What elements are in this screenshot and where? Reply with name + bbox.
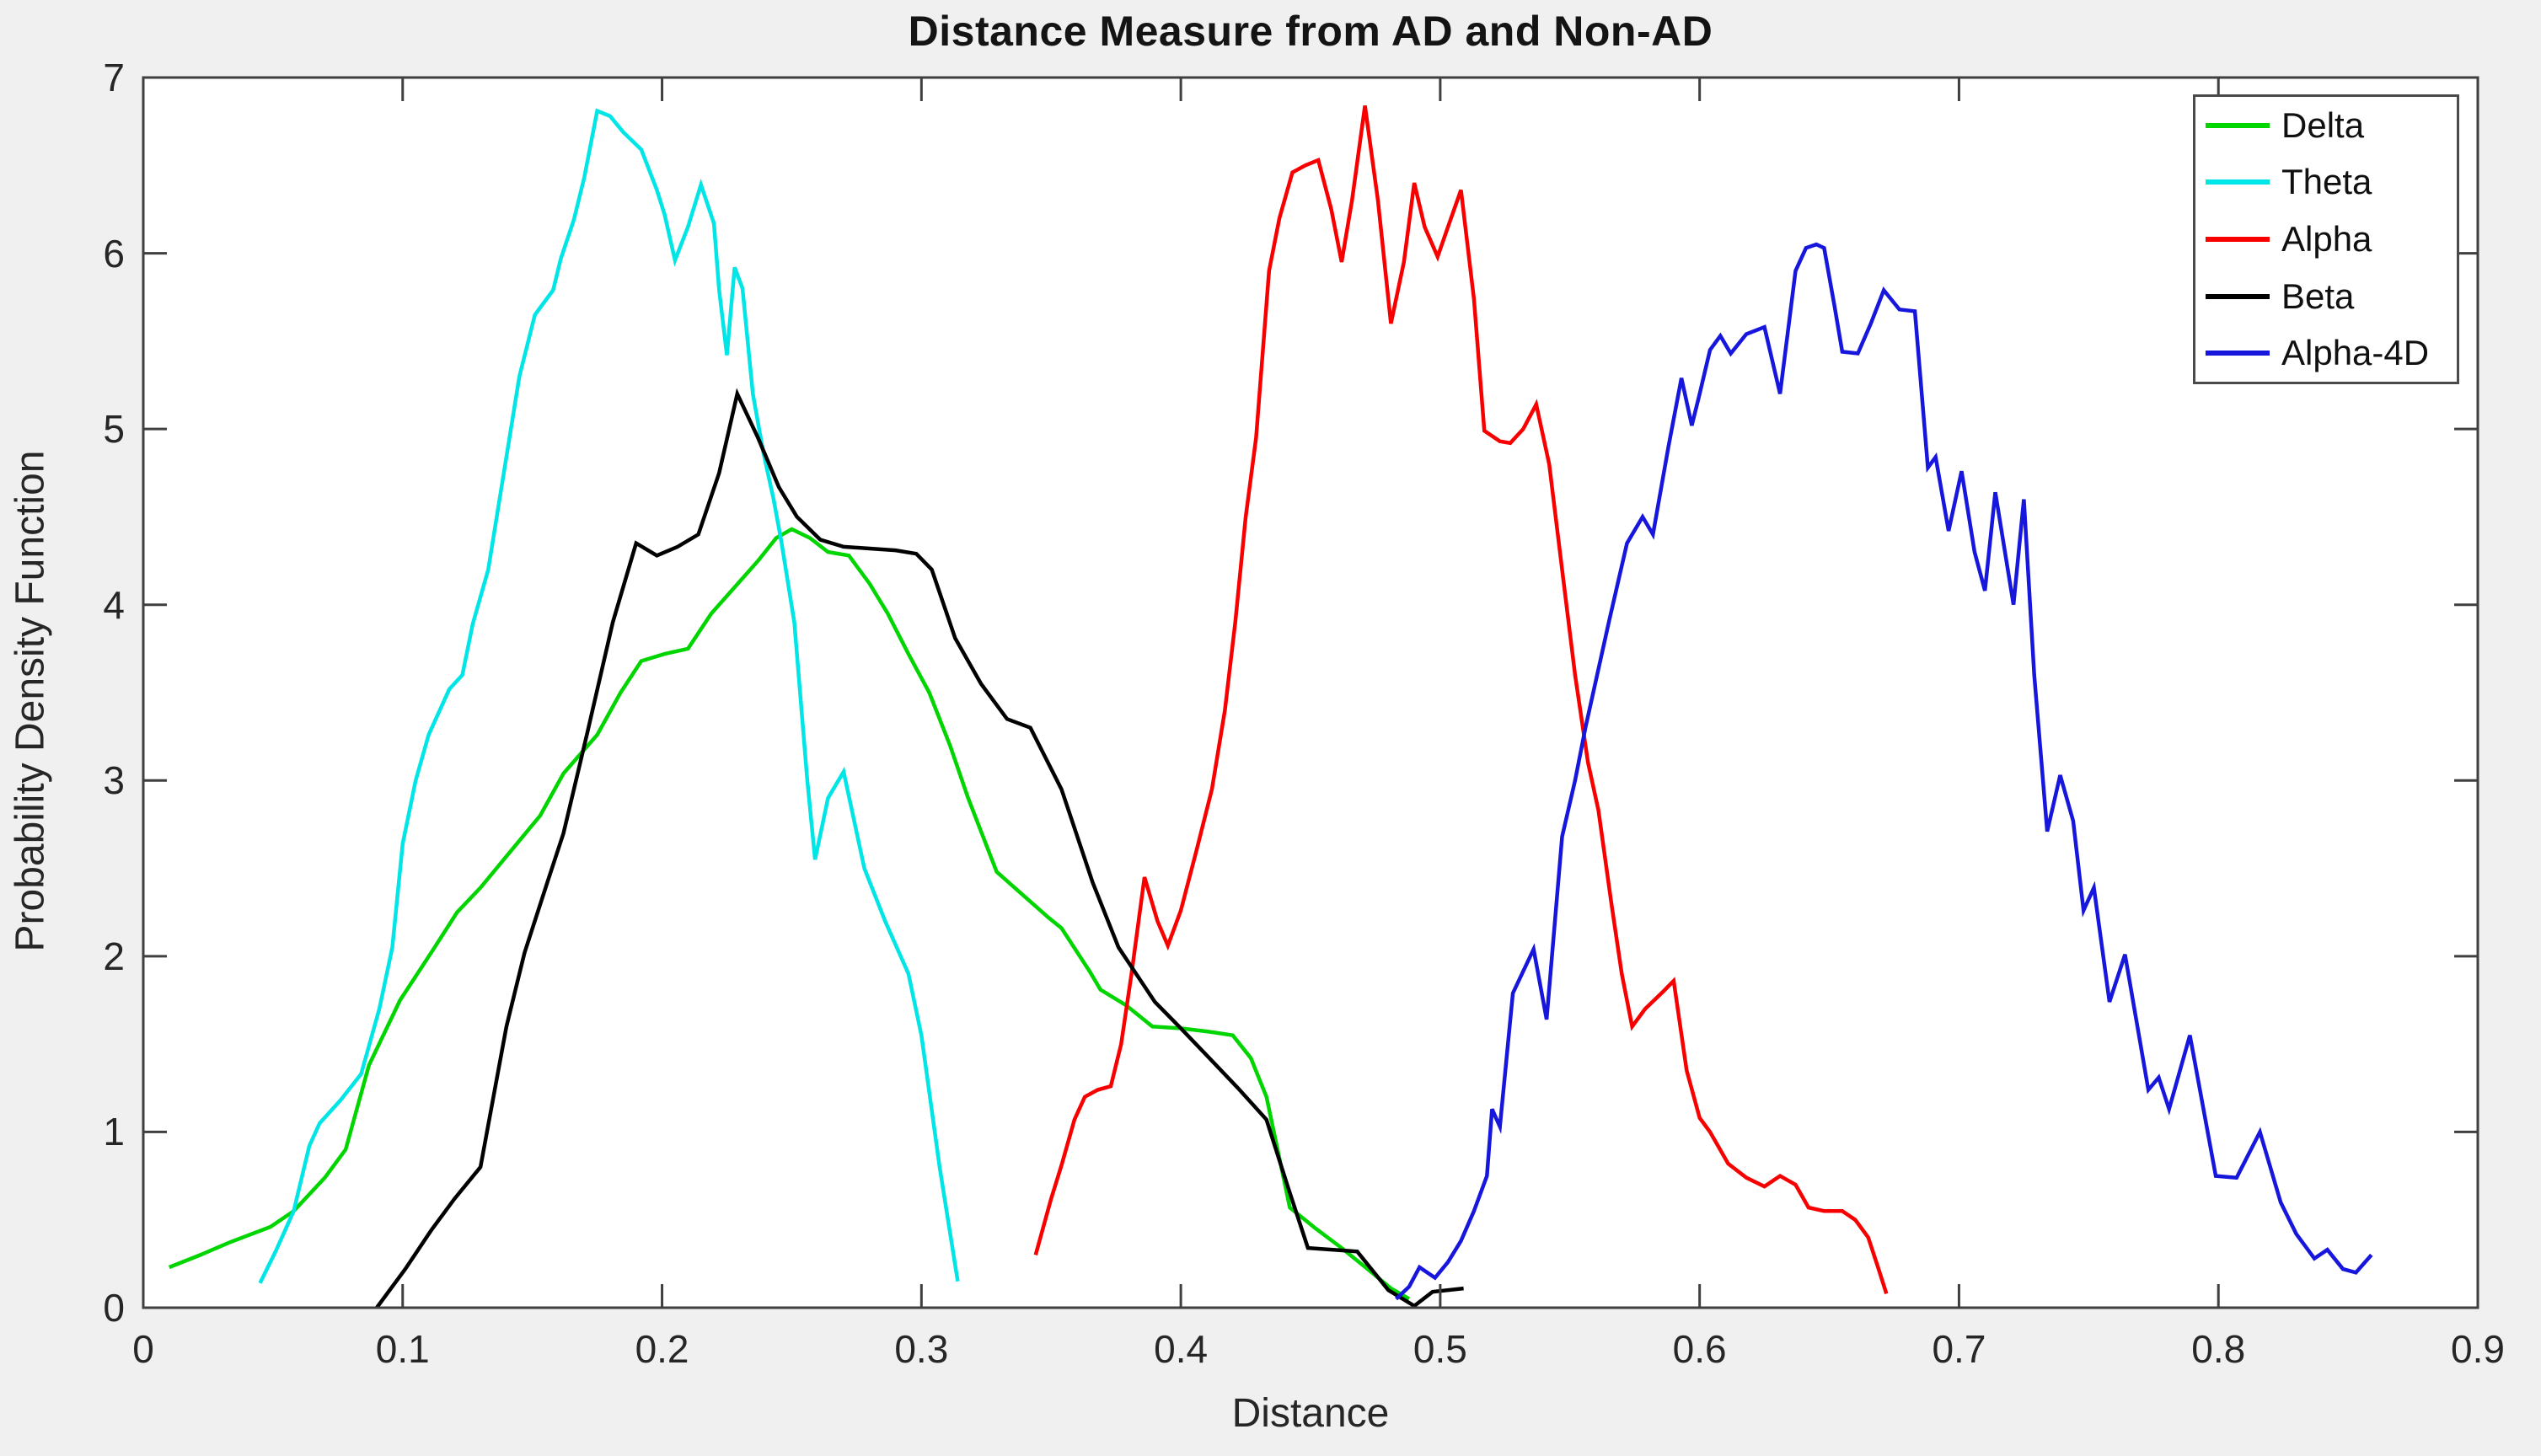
y-tick-label: 1 bbox=[103, 1110, 125, 1154]
legend-label: Alpha bbox=[2281, 218, 2372, 259]
legend-line-swatch bbox=[2206, 293, 2270, 299]
legend-line-swatch bbox=[2206, 351, 2270, 356]
y-tick-label: 2 bbox=[103, 934, 125, 978]
legend-item-beta: Beta bbox=[2195, 276, 2457, 317]
x-tick-label: 0.8 bbox=[2191, 1327, 2246, 1371]
legend-line-swatch bbox=[2206, 122, 2270, 128]
series-line-alpha bbox=[1033, 105, 1889, 1294]
y-tick-label: 3 bbox=[103, 758, 125, 803]
plot-area bbox=[143, 78, 2478, 1308]
x-tick-label: 0.2 bbox=[635, 1327, 689, 1371]
legend-label: Beta bbox=[2281, 276, 2355, 316]
series-line-delta bbox=[168, 527, 1411, 1301]
x-tick-label: 0.6 bbox=[1672, 1327, 1727, 1371]
legend-item-alpha-4d: Alpha-4D bbox=[2195, 333, 2457, 373]
legend-label: Delta bbox=[2281, 104, 2365, 145]
x-tick-label: 0 bbox=[132, 1327, 154, 1371]
y-tick-label: 6 bbox=[103, 231, 125, 276]
x-tick-label: 0.5 bbox=[1413, 1327, 1467, 1371]
legend-item-theta: Theta bbox=[2195, 162, 2457, 202]
legend-line-swatch bbox=[2206, 179, 2270, 185]
series-line-theta bbox=[258, 108, 960, 1284]
x-tick-label: 0.9 bbox=[2451, 1327, 2505, 1371]
legend-item-alpha: Alpha bbox=[2195, 219, 2457, 260]
legend-label: Theta bbox=[2281, 162, 2372, 202]
x-tick-label: 0.3 bbox=[894, 1327, 949, 1371]
y-tick-label: 4 bbox=[103, 582, 125, 627]
y-tick-label: 5 bbox=[103, 407, 125, 452]
legend-line-swatch bbox=[2206, 236, 2270, 242]
x-tick-label: 0.7 bbox=[1932, 1327, 1986, 1371]
chart-title: Distance Measure from AD and Non-AD bbox=[908, 8, 1713, 55]
legend: Delta Theta Alpha Beta Alpha-4D bbox=[2193, 94, 2459, 384]
x-axis-label: Distance bbox=[1231, 1391, 1390, 1436]
x-tick-label: 0.1 bbox=[375, 1327, 430, 1371]
series-line-beta bbox=[375, 388, 1464, 1309]
axes-box bbox=[142, 76, 2479, 1309]
y-tick-label: 7 bbox=[103, 56, 125, 99]
y-tick-label: 0 bbox=[103, 1286, 125, 1330]
legend-item-delta: Delta bbox=[2195, 105, 2457, 146]
series-line-alpha-4d bbox=[1395, 242, 2373, 1301]
legend-label: Alpha-4D bbox=[2281, 333, 2430, 373]
x-tick-label: 0.4 bbox=[1154, 1327, 1209, 1371]
